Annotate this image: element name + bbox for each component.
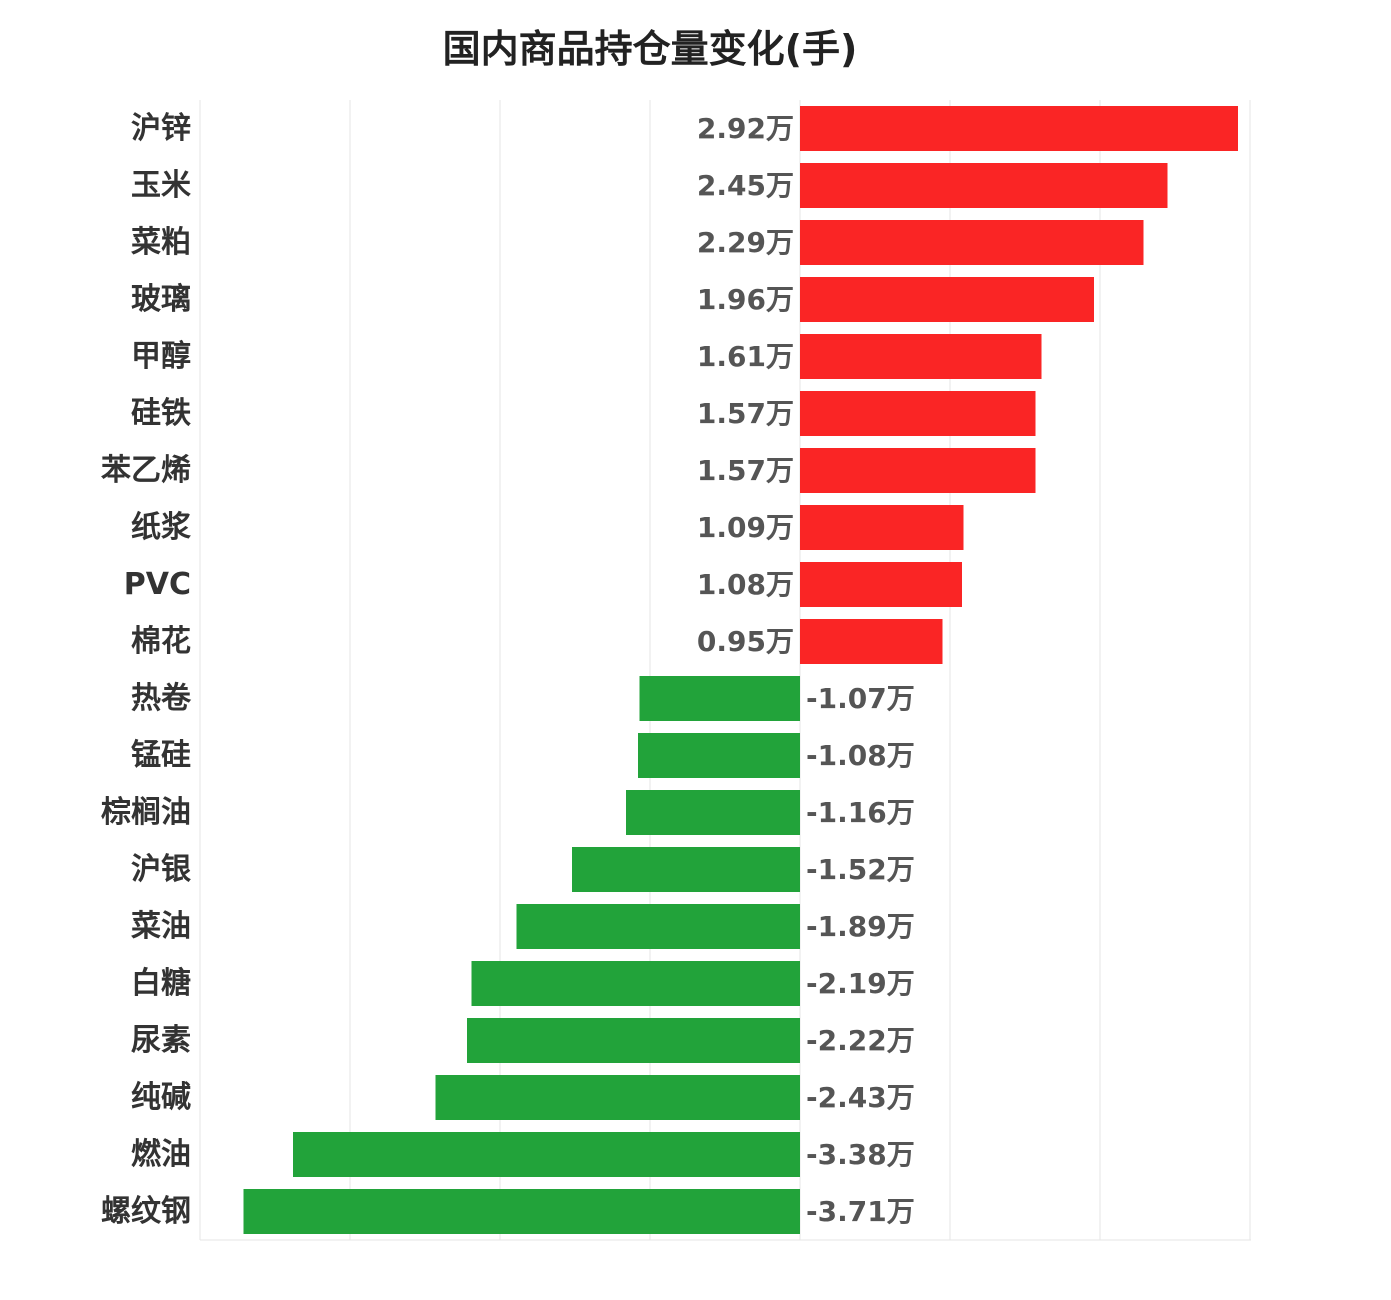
bar-5	[800, 391, 1036, 436]
category-label: 热卷	[131, 681, 192, 716]
bar-7	[800, 505, 964, 550]
value-label: -1.07万	[806, 682, 915, 715]
category-label: 苯乙烯	[101, 453, 191, 488]
category-label: 锰硅	[131, 738, 191, 773]
value-label: -1.52万	[806, 853, 915, 886]
category-label: 甲醇	[131, 339, 191, 374]
value-label: 2.45万	[697, 169, 794, 202]
value-label: -2.43万	[806, 1081, 915, 1114]
chart-title: 国内商品持仓量变化(手)	[442, 27, 858, 71]
value-label: -1.16万	[806, 796, 915, 829]
category-label: 燃油	[131, 1137, 191, 1172]
bar-16	[467, 1018, 800, 1063]
category-label: 纸浆	[131, 510, 191, 545]
value-label: -3.71万	[806, 1195, 915, 1228]
value-label: -2.19万	[806, 967, 915, 1000]
category-label: PVC	[124, 567, 191, 602]
category-label: 沪银	[131, 852, 191, 887]
value-label: 1.08万	[697, 568, 794, 601]
value-label: -2.22万	[806, 1024, 915, 1057]
bar-2	[800, 220, 1144, 265]
value-label: 1.09万	[697, 511, 794, 544]
bar-14	[516, 904, 800, 949]
bar-19	[243, 1189, 800, 1234]
value-label: -3.38万	[806, 1138, 915, 1171]
value-label: 2.92万	[697, 112, 794, 145]
category-label: 螺纹钢	[101, 1194, 191, 1229]
bar-0	[800, 106, 1238, 151]
bar-10	[639, 676, 800, 721]
value-label: 2.29万	[697, 226, 794, 259]
category-label: 沪锌	[131, 111, 191, 146]
bar-18	[293, 1132, 800, 1177]
value-label: 1.57万	[697, 454, 794, 487]
category-label: 玻璃	[131, 282, 191, 317]
bar-13	[572, 847, 800, 892]
category-label: 菜油	[131, 909, 191, 944]
category-label: 菜粕	[131, 225, 191, 260]
value-label: 1.57万	[697, 397, 794, 430]
value-label: 1.61万	[697, 340, 794, 373]
bar-15	[471, 961, 800, 1006]
value-label: 0.95万	[697, 625, 794, 658]
value-label: 1.96万	[697, 283, 794, 316]
category-label: 硅铁	[131, 396, 191, 431]
category-label: 棕榈油	[101, 795, 191, 830]
category-label: 玉米	[131, 168, 191, 203]
bar-17	[435, 1075, 800, 1120]
category-label: 纯碱	[131, 1080, 191, 1115]
bar-8	[800, 562, 962, 607]
category-label: 白糖	[131, 966, 191, 1001]
value-label: -1.08万	[806, 739, 915, 772]
bar-9	[800, 619, 943, 664]
bar-6	[800, 448, 1036, 493]
category-label: 尿素	[131, 1023, 191, 1058]
bar-4	[800, 334, 1042, 379]
bar-3	[800, 277, 1094, 322]
bar-1	[800, 163, 1168, 208]
bar-11	[638, 733, 800, 778]
value-label: -1.89万	[806, 910, 915, 943]
category-label: 棉花	[131, 624, 191, 659]
bar-12	[626, 790, 800, 835]
